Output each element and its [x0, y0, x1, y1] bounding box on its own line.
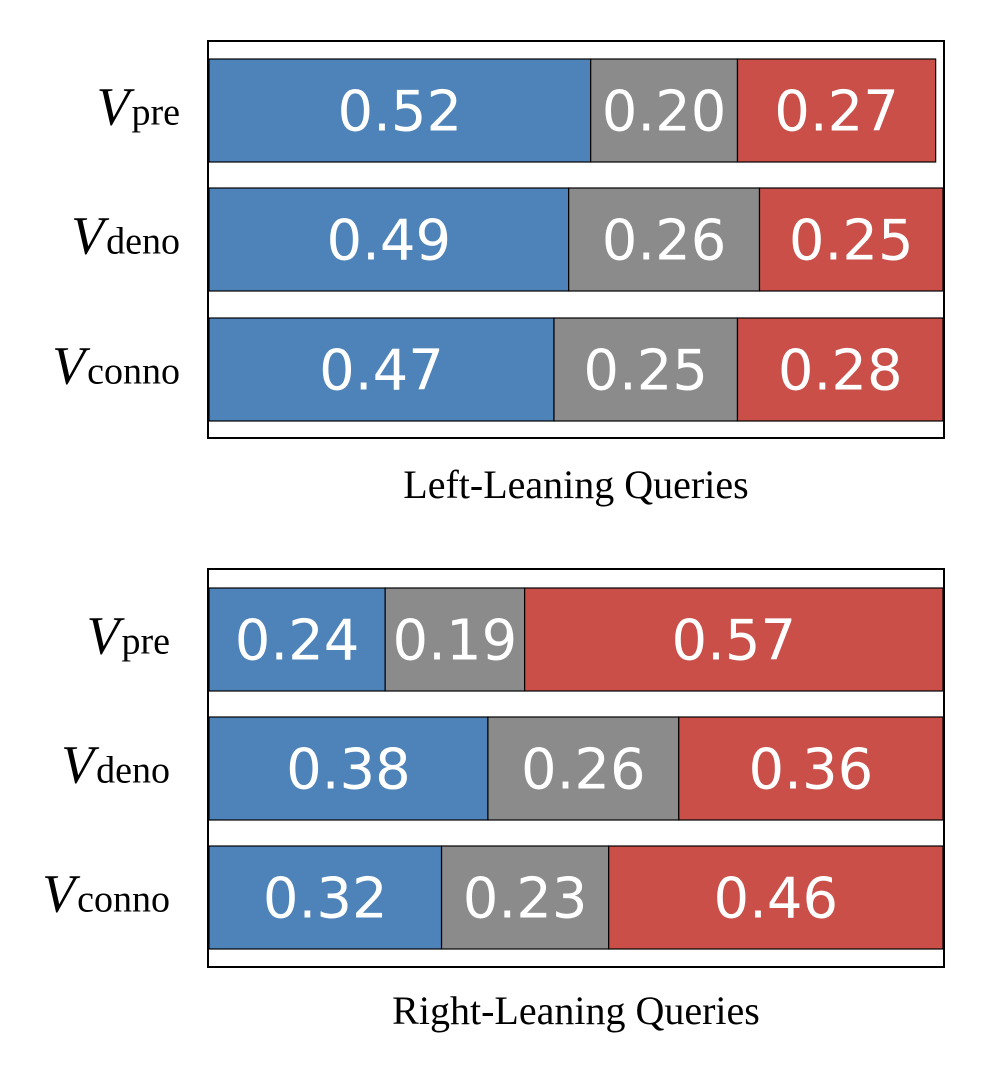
right-leaning-panel: 0.24 0.19 0.57 0.38 0.26 0.36 0.32 0.23 0.46 Vpr…	[42, 568, 945, 1033]
left-leaning-bar-conno-gray	[553, 317, 739, 422]
left-leaning-bar-deno-gray	[568, 187, 761, 292]
left-leaning-bar-deno-blue	[208, 187, 570, 292]
left-leaning-bars: 0.52 0.20 0.27 0.49 0.26 0.25 0.47 0.25 0.28	[208, 58, 944, 422]
left-leaning-value-label-deno-blue: 0.49	[326, 209, 451, 274]
left-leaning-bar-pre-blue	[208, 58, 592, 163]
y-tick-label-sub: deno	[106, 221, 180, 263]
left-leaning-value-label-deno-red: 0.25	[789, 209, 914, 274]
right-leaning-y-tick-label-conno: Vconno	[42, 864, 170, 924]
left-leaning-value-label-conno-gray: 0.25	[583, 339, 708, 404]
y-tick-label-main: V	[71, 206, 110, 266]
left-leaning-bar-conno-red	[736, 317, 944, 422]
right-leaning-value-label-conno-blue: 0.32	[263, 867, 388, 932]
right-leaning-value-label-deno-blue: 0.38	[286, 738, 411, 803]
right-leaning-value-label-conno-gray: 0.23	[463, 867, 588, 932]
left-leaning-bar-deno-red	[758, 187, 944, 292]
y-tick-label-sub: pre	[131, 92, 180, 134]
right-leaning-bar-deno-gray	[487, 716, 680, 821]
right-leaning-value-label-pre-red: 0.57	[671, 609, 796, 674]
left-leaning-value-label-pre-red: 0.27	[774, 80, 899, 145]
left-leaning-value-label-pre-blue: 0.52	[337, 80, 462, 145]
right-leaning-bar-pre-blue	[208, 587, 386, 692]
right-leaning-y-tick-label-deno: Vdeno	[61, 735, 170, 795]
right-leaning-bar-deno-red	[678, 716, 944, 821]
left-leaning-x-axis-label: Left-Leaning Queries	[403, 462, 748, 507]
left-leaning-plot-frame	[207, 40, 945, 439]
right-leaning-bar-conno-gray	[440, 845, 610, 950]
left-leaning-value-label-deno-gray: 0.26	[602, 209, 727, 274]
right-leaning-bar-conno-blue	[208, 845, 443, 950]
left-leaning-value-label-conno-blue: 0.47	[319, 339, 444, 404]
right-leaning-value-label-pre-blue: 0.24	[235, 609, 360, 674]
right-leaning-value-label-deno-gray: 0.26	[521, 738, 646, 803]
left-leaning-panel: 0.52 0.20 0.27 0.49 0.26 0.25 0.47 0.25 0.28 Vpr…	[52, 40, 945, 507]
right-leaning-value-label-conno-red: 0.46	[714, 867, 839, 932]
left-leaning-y-tick-label-pre: Vpre	[96, 77, 180, 137]
right-leaning-bars: 0.24 0.19 0.57 0.38 0.26 0.36 0.32 0.23 0.46	[208, 587, 944, 950]
y-tick-label-main: V	[61, 735, 100, 795]
y-tick-label-sub: pre	[121, 621, 170, 663]
right-leaning-value-label-pre-gray: 0.19	[393, 609, 518, 674]
right-leaning-bar-pre-red	[524, 587, 944, 692]
right-leaning-bar-pre-gray	[384, 587, 526, 692]
left-leaning-bar-pre-gray	[590, 58, 739, 163]
y-tick-label-sub: deno	[96, 750, 170, 792]
left-leaning-y-tick-label-deno: Vdeno	[71, 206, 180, 266]
right-leaning-bar-conno-red	[608, 845, 944, 950]
left-leaning-value-label-pre-gray: 0.20	[602, 80, 727, 145]
right-leaning-y-tick-label-pre: Vpre	[86, 606, 170, 666]
right-leaning-bar-deno-blue	[208, 716, 489, 821]
y-tick-label-sub: conno	[77, 879, 170, 921]
left-leaning-value-label-conno-red: 0.28	[778, 339, 903, 404]
y-tick-label-main: V	[96, 77, 135, 137]
y-tick-label-main: V	[86, 606, 125, 666]
right-leaning-plot-frame	[207, 568, 945, 968]
left-leaning-bar-pre-red	[736, 58, 937, 163]
left-leaning-y-tick-label-conno: Vconno	[52, 336, 180, 396]
y-tick-label-sub: conno	[87, 351, 180, 393]
y-tick-label-main: V	[52, 336, 91, 396]
right-leaning-x-axis-label: Right-Leaning Queries	[392, 988, 760, 1033]
y-tick-label-main: V	[42, 864, 81, 924]
left-leaning-bar-conno-blue	[208, 317, 555, 422]
right-leaning-value-label-deno-red: 0.36	[749, 738, 874, 803]
